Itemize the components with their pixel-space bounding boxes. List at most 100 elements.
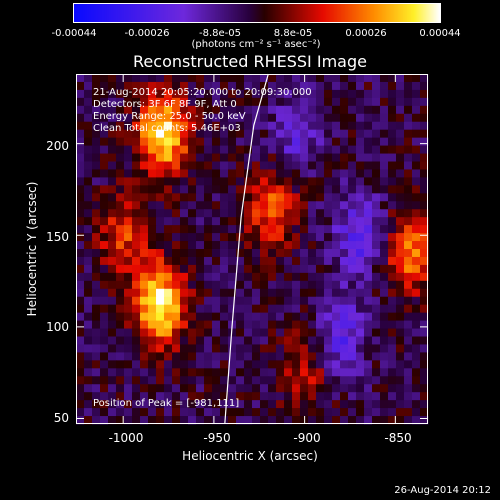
heatmap-cell — [316, 249, 325, 258]
heatmap-cell — [348, 201, 357, 210]
heatmap-cell — [236, 153, 245, 162]
heatmap-cell — [84, 256, 93, 266]
heatmap-cell — [260, 161, 269, 170]
heatmap-cell — [332, 177, 341, 186]
heatmap-cell — [108, 376, 117, 385]
heatmap-cell — [364, 201, 373, 210]
heatmap-cell — [260, 312, 269, 321]
heatmap-cell — [324, 89, 333, 99]
heatmap-cell — [116, 416, 125, 425]
heatmap-cell — [372, 408, 381, 417]
heatmap-cell — [148, 408, 157, 417]
heatmap-cell — [76, 225, 85, 234]
heatmap-cell — [228, 145, 237, 154]
heatmap-cell — [348, 74, 357, 83]
heatmap-cell — [332, 129, 341, 139]
heatmap-cell — [212, 225, 221, 234]
heatmap-cell — [76, 153, 85, 162]
heatmap-cell — [396, 241, 405, 250]
heatmap-cell — [148, 209, 157, 218]
heatmap-cell — [380, 121, 389, 131]
heatmap-cell — [140, 97, 149, 107]
heatmap-cell — [300, 113, 309, 123]
heatmap-cell — [156, 233, 165, 242]
heatmap-cell — [324, 74, 333, 83]
heatmap-cell — [348, 328, 357, 337]
heatmap-cell — [268, 256, 277, 266]
heatmap-cell — [148, 153, 157, 162]
heatmap-cell — [348, 193, 357, 202]
heatmap-cell — [252, 177, 261, 186]
heatmap-cell — [332, 344, 341, 353]
heatmap-cell — [84, 193, 93, 202]
heatmap-cell — [124, 81, 133, 91]
heatmap-cell — [164, 272, 173, 282]
heatmap-cell — [388, 89, 397, 99]
heatmap-cell — [260, 209, 269, 218]
heatmap-cell — [140, 264, 149, 274]
heatmap-cell — [396, 272, 405, 282]
heatmap-cell — [188, 392, 197, 401]
heatmap-cell — [140, 312, 149, 321]
heatmap-cell — [196, 288, 205, 298]
heatmap-cell — [332, 233, 341, 242]
heatmap-cell — [252, 296, 261, 306]
heatmap-cell — [84, 392, 93, 401]
heatmap-cell — [180, 201, 189, 210]
heatmap-cell — [76, 249, 85, 258]
heatmap-cell — [92, 312, 101, 321]
heatmap-cell — [268, 145, 277, 154]
heatmap-cell — [308, 193, 317, 202]
heatmap-cell — [100, 241, 109, 250]
heatmap-cell — [364, 113, 373, 123]
heatmap-cell — [196, 352, 205, 361]
heatmap-cell — [132, 233, 141, 242]
heatmap-cell — [140, 384, 149, 393]
heatmap-cell — [92, 249, 101, 258]
heatmap-cell — [124, 89, 133, 99]
heatmap-cell — [212, 217, 221, 226]
heatmap-cell — [260, 177, 269, 186]
heatmap-cell — [148, 185, 157, 194]
heatmap-cell — [316, 105, 325, 115]
heatmap-cell — [396, 145, 405, 154]
heatmap-cell — [404, 169, 413, 178]
heatmap-cell — [308, 360, 317, 369]
heatmap-cell — [100, 97, 109, 107]
heatmap-cell — [276, 264, 285, 274]
heatmap-cell — [388, 392, 397, 401]
heatmap-cell — [212, 249, 221, 258]
heatmap-cell — [316, 241, 325, 250]
heatmap-cell — [316, 368, 325, 377]
heatmap-cell — [164, 153, 173, 162]
heatmap-cell — [340, 256, 349, 266]
heatmap-cell — [356, 280, 365, 290]
heatmap-cell — [228, 177, 237, 186]
heatmap-cell — [108, 97, 117, 107]
heatmap-cell — [372, 352, 381, 361]
heatmap-cell — [76, 193, 85, 202]
heatmap-cell — [172, 312, 181, 321]
heatmap-cell — [340, 336, 349, 345]
heatmap-cell — [284, 384, 293, 393]
heatmap-cell — [396, 185, 405, 194]
heatmap-cell — [252, 256, 261, 266]
heatmap-cell — [148, 81, 157, 91]
heatmap-cell — [140, 280, 149, 290]
heatmap-cell — [364, 272, 373, 282]
heatmap-cell — [148, 249, 157, 258]
heatmap-cell — [284, 352, 293, 361]
x-tick-label: -900 — [293, 431, 321, 445]
heatmap-cell — [420, 105, 429, 115]
heatmap-cell — [180, 153, 189, 162]
heatmap-cell — [308, 288, 317, 298]
heatmap-cell — [164, 145, 173, 154]
heatmap-cell — [156, 336, 165, 345]
heatmap-cell — [100, 328, 109, 337]
heatmap-cell — [76, 288, 85, 298]
heatmap-cell — [92, 241, 101, 250]
heatmap-cell — [220, 225, 229, 234]
heatmap-cell — [108, 416, 117, 425]
heatmap-cell — [300, 185, 309, 194]
heatmap-cell — [332, 249, 341, 258]
